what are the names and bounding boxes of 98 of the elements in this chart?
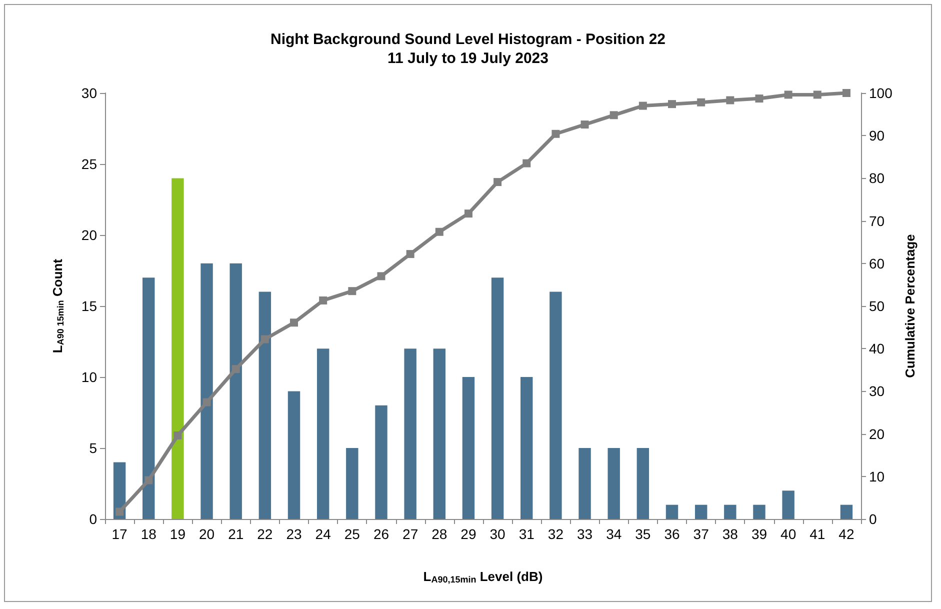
bar	[172, 178, 184, 519]
y2-tick-label: 40	[869, 340, 885, 357]
bar	[636, 448, 650, 519]
point	[610, 111, 618, 120]
bar	[840, 504, 853, 519]
x-tick-label: 37	[693, 526, 710, 542]
bar	[258, 292, 272, 519]
point	[116, 508, 124, 516]
point	[319, 296, 328, 304]
point	[435, 228, 444, 236]
y2-tick-label: 90	[869, 128, 885, 144]
y2-tick-label: 10	[869, 468, 885, 484]
x-tick-label: 31	[518, 526, 535, 542]
point	[406, 250, 414, 258]
bar	[404, 348, 416, 519]
x-tick-label: 41	[810, 526, 826, 542]
point	[755, 94, 764, 103]
bar	[433, 348, 446, 519]
y2-axis-title: Cumulative Percentage	[902, 234, 918, 378]
y-tick-label: 15	[81, 298, 98, 314]
bar	[578, 448, 591, 519]
y2-tick-label: 50	[869, 298, 885, 314]
bar	[316, 348, 330, 519]
y2-tick-label: 30	[869, 383, 885, 400]
point	[552, 130, 560, 138]
point	[494, 178, 502, 186]
y2-tick-label: 80	[869, 170, 885, 186]
bar	[520, 377, 533, 519]
x-tick-label: 36	[664, 526, 680, 542]
x-tick-label: 21	[228, 526, 244, 542]
point	[464, 210, 472, 218]
x-tick-label: 39	[751, 526, 768, 542]
y-tick-label: 10	[81, 369, 98, 385]
bar	[666, 504, 678, 519]
y-tick-label: 30	[81, 85, 98, 101]
y2-tick-label: 0	[869, 511, 877, 527]
x-tick-label: 40	[780, 526, 796, 542]
point	[144, 476, 153, 484]
bar	[491, 278, 504, 519]
x-tick-label: 42	[838, 526, 854, 542]
y2-tick-label: 70	[869, 212, 885, 229]
point	[290, 318, 298, 327]
x-tick-label: 25	[344, 526, 360, 542]
y2-tick-label: 100	[869, 85, 893, 101]
point	[697, 98, 706, 106]
bar	[550, 292, 562, 519]
bar	[462, 377, 475, 519]
chart-title: Night Background Sound Level Histogram - Position 22	[270, 31, 666, 48]
chart-subtitle: 11 July to 19 July 2023	[388, 50, 548, 67]
x-tick-label: 23	[286, 526, 302, 542]
y-tick-label: 20	[81, 227, 98, 243]
point	[260, 335, 269, 344]
bar	[230, 263, 242, 519]
x-tick-label: 28	[432, 526, 448, 542]
y-tick-label: 5	[89, 440, 98, 456]
x-tick-label: 18	[140, 526, 157, 542]
y-tick-label: 25	[81, 156, 98, 172]
bar	[200, 263, 213, 519]
x-tick-label: 26	[373, 526, 390, 542]
x-tick-label: 17	[112, 526, 128, 542]
point	[580, 120, 589, 129]
bar	[346, 448, 358, 519]
point	[377, 272, 386, 280]
x-tick-label: 29	[460, 526, 476, 542]
x-tick-label: 38	[722, 526, 738, 542]
x-tick-label: 32	[548, 526, 564, 542]
bar	[782, 490, 794, 519]
bar	[375, 405, 388, 519]
bar	[753, 504, 766, 519]
point	[842, 89, 850, 97]
point	[348, 287, 356, 296]
x-tick-label: 19	[170, 526, 186, 542]
point	[813, 90, 822, 99]
point	[638, 102, 647, 110]
y-axis-title: LA90 15min Count	[50, 258, 66, 354]
x-tick-label: 34	[606, 526, 622, 542]
point	[726, 96, 734, 104]
x-tick-label: 24	[315, 526, 332, 542]
bar	[288, 391, 300, 519]
x-tick-label: 30	[490, 526, 506, 542]
point	[522, 159, 531, 168]
point	[784, 90, 792, 99]
x-tick-label: 33	[576, 526, 593, 542]
x-tick-label: 20	[198, 526, 215, 542]
y-tick-label: 0	[89, 511, 98, 527]
bar	[724, 504, 736, 519]
point	[232, 365, 240, 374]
x-tick-label: 22	[257, 526, 273, 542]
y2-tick-label: 60	[869, 255, 885, 272]
bar	[694, 504, 708, 519]
y2-tick-label: 20	[869, 426, 885, 442]
x-tick-label: 35	[635, 526, 651, 542]
point	[202, 398, 211, 406]
bar	[608, 448, 620, 519]
x-tick-label: 27	[402, 526, 418, 542]
point	[174, 432, 182, 440]
point	[668, 100, 676, 108]
bar	[142, 278, 155, 519]
